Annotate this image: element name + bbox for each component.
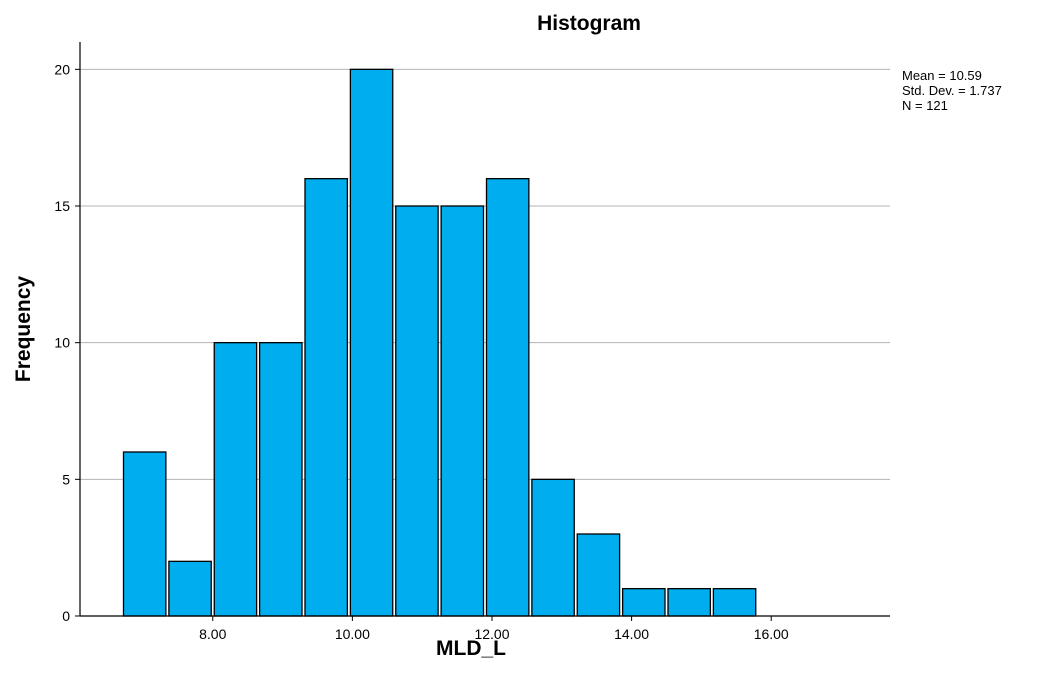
histogram-bar [440, 205, 485, 617]
histogram-bar [621, 588, 666, 617]
histogram-bar [213, 342, 258, 617]
histogram-bar [349, 68, 394, 617]
x-tick-label: 14.00 [614, 626, 649, 642]
chart-title: Histogram [537, 12, 641, 35]
y-tick-label: 15 [54, 198, 70, 214]
statistics-panel: Mean = 10.59 Std. Dev. = 1.737 N = 121 [902, 68, 1002, 113]
gridlines [80, 68, 890, 480]
y-axis-title: Frequency [12, 276, 35, 383]
x-axis-ticks: 8.00 10.00 12.00 14.00 16.00 [199, 616, 789, 642]
histogram-bar [258, 342, 303, 617]
x-tick-label: 8.00 [199, 626, 226, 642]
y-axis-ticks: 0 5 10 15 20 [54, 61, 80, 624]
x-tick-label: 12.00 [474, 626, 509, 642]
y-tick-label: 10 [54, 335, 70, 351]
x-tick-label: 10.00 [335, 626, 370, 642]
y-tick-label: 0 [62, 608, 70, 624]
histogram-bar [304, 178, 349, 617]
histogram-bar [576, 533, 621, 617]
bars [122, 68, 757, 617]
x-tick-label: 16.00 [754, 626, 789, 642]
histogram-bar [395, 205, 439, 617]
stat-n: N = 121 [902, 98, 948, 113]
histogram-bar [485, 178, 530, 617]
stat-std-dev: Std. Dev. = 1.737 [902, 83, 1002, 98]
y-tick-label: 20 [54, 61, 70, 77]
histogram-bar [712, 588, 757, 617]
histogram-bar [531, 478, 575, 617]
histogram-bar [168, 560, 212, 617]
x-axis-title: MLD_L [436, 637, 506, 660]
y-tick-label: 5 [62, 471, 70, 487]
histogram-bar [667, 588, 712, 617]
histogram-bar [122, 451, 167, 617]
stat-mean: Mean = 10.59 [902, 68, 982, 83]
